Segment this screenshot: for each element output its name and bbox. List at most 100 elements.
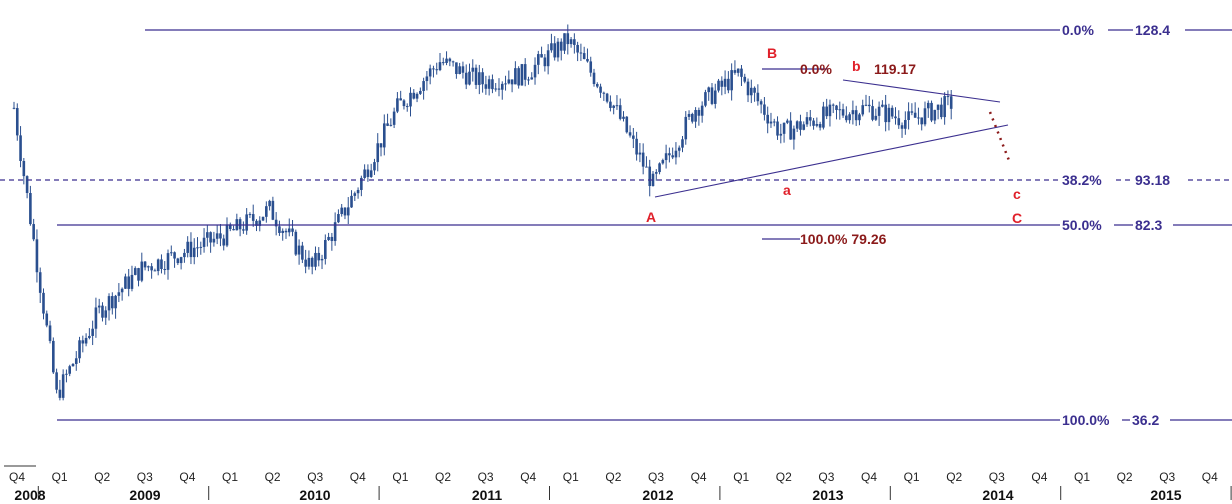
candle-body [625,116,629,133]
candle-body [199,246,203,248]
candle-body [405,106,409,108]
candle-body [81,340,85,344]
candle-body [255,220,258,226]
quarter-tick-label: Q1 [222,470,238,484]
candle-body [641,152,645,167]
candle-body [812,120,815,126]
candle-body [500,83,504,90]
candle-body [556,41,560,58]
candle-body [353,193,357,196]
candle-body [428,68,432,77]
candle-body [789,120,792,140]
candle-body [415,93,419,99]
year-label: 2011 [472,487,503,503]
candle-body [97,305,101,308]
candle-body [412,92,416,99]
candle-body [923,108,927,125]
candle-body [304,259,307,267]
candle-body [818,124,822,128]
candle-body [38,272,42,293]
quarter-tick-label: Q3 [1159,470,1175,484]
quarter-tick-label: Q2 [605,470,621,484]
candle-body [848,114,851,121]
candle-body [537,54,540,65]
inner-fib-0-pct: 0.0% [800,61,832,77]
candle-body [478,72,481,85]
candle-body [609,101,612,108]
year-label: 2009 [129,487,160,503]
candle-body [68,366,72,374]
candle-body [907,111,910,121]
candle-body [736,68,740,73]
candle-body [88,335,91,338]
candle-body [723,78,727,87]
candle-body [202,237,206,247]
fib-0-value: 128.4 [1135,22,1170,38]
candle-body [15,108,19,136]
candle-body [153,270,157,272]
candle-body [661,160,665,164]
candle-body [949,96,953,109]
candle-body [258,220,262,226]
quarter-tick-label: Q1 [733,470,749,484]
candle-body [117,292,121,296]
candle-body [740,68,743,77]
candle-body [540,54,543,58]
year-label: 2013 [812,487,843,503]
candle-body [553,43,556,58]
candle-body [504,83,507,85]
candle-body [782,122,786,134]
candle-body [940,104,943,118]
candle-body [671,155,674,158]
candle-body [743,76,747,82]
candle-body [242,229,245,231]
candle-body [595,84,599,87]
candle-body [730,70,733,91]
candle-body [389,124,393,126]
candle-body [599,86,602,93]
candle-body [222,238,226,246]
candle-body [386,123,389,126]
candle-body [245,214,248,231]
candle-body [589,61,593,73]
candle-body [156,259,160,272]
candle-body [215,233,219,239]
candle-body [750,87,753,96]
candle-body [143,261,147,268]
candle-body [314,252,317,267]
quarter-tick-label: Q4 [350,470,366,484]
candle-body [664,153,668,161]
candle-body [612,105,615,108]
candle-body [451,61,455,63]
candle-body [559,41,563,51]
time-axis: Q4 Q1 Q2 Q3 Q4 Q1 Q2 Q3 Q4 Q1 Q2 Q3 Q4 Q1 Q2 Q3 Q4 Q1 Q2 Q3… [4,465,1232,503]
candle-body [491,79,494,90]
candle-body [936,104,940,110]
candle-body [713,90,717,104]
fib-38-pct: 38.2% [1062,172,1102,188]
candle-body [845,115,848,121]
candle-body [881,104,884,107]
candle-body [854,110,858,121]
candle-body [507,79,511,84]
candle-body [904,120,907,129]
candle-body [530,77,534,80]
candle-body [419,90,422,94]
candle-body [546,50,550,67]
candle-body [284,230,288,233]
candle-body [137,268,140,281]
candle-body [192,247,196,258]
projection-line [988,111,1012,164]
candle-body [48,325,52,341]
candle-body [795,121,799,129]
quarter-tick-label: Q2 [435,470,451,484]
candle-body [206,232,209,238]
year-label: 2008 [14,487,45,503]
quarter-tick-label: Q2 [1117,470,1133,484]
candle-body [140,261,144,281]
candle-body [890,107,894,117]
candle-body [425,76,429,82]
candle-body [766,114,769,124]
quarter-tick-label: Q4 [691,470,707,484]
candle-body [212,238,216,243]
